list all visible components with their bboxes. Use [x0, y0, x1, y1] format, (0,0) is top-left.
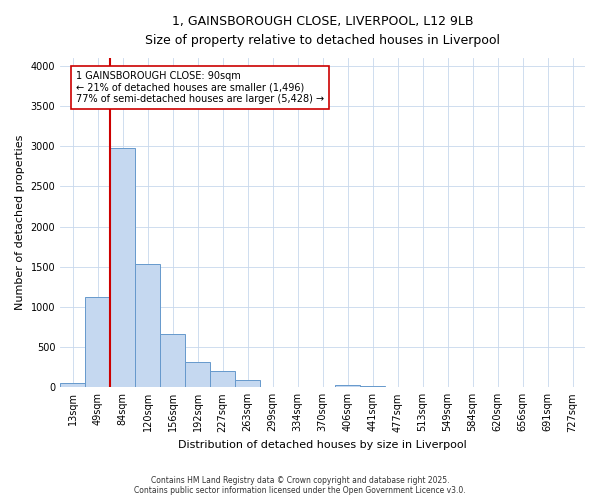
- Bar: [185, 362, 210, 388]
- Bar: [110, 148, 135, 388]
- Bar: [235, 380, 260, 388]
- Y-axis label: Number of detached properties: Number of detached properties: [15, 135, 25, 310]
- Text: Contains HM Land Registry data © Crown copyright and database right 2025.
Contai: Contains HM Land Registry data © Crown c…: [134, 476, 466, 495]
- Bar: [160, 334, 185, 388]
- Title: 1, GAINSBOROUGH CLOSE, LIVERPOOL, L12 9LB
Size of property relative to detached : 1, GAINSBOROUGH CLOSE, LIVERPOOL, L12 9L…: [145, 15, 500, 47]
- Bar: [210, 371, 235, 388]
- Bar: [335, 385, 360, 388]
- Bar: [60, 384, 85, 388]
- X-axis label: Distribution of detached houses by size in Liverpool: Distribution of detached houses by size …: [178, 440, 467, 450]
- Bar: [135, 264, 160, 388]
- Bar: [360, 386, 385, 388]
- Bar: [85, 296, 110, 388]
- Text: 1 GAINSBOROUGH CLOSE: 90sqm
← 21% of detached houses are smaller (1,496)
77% of : 1 GAINSBOROUGH CLOSE: 90sqm ← 21% of det…: [76, 71, 324, 104]
